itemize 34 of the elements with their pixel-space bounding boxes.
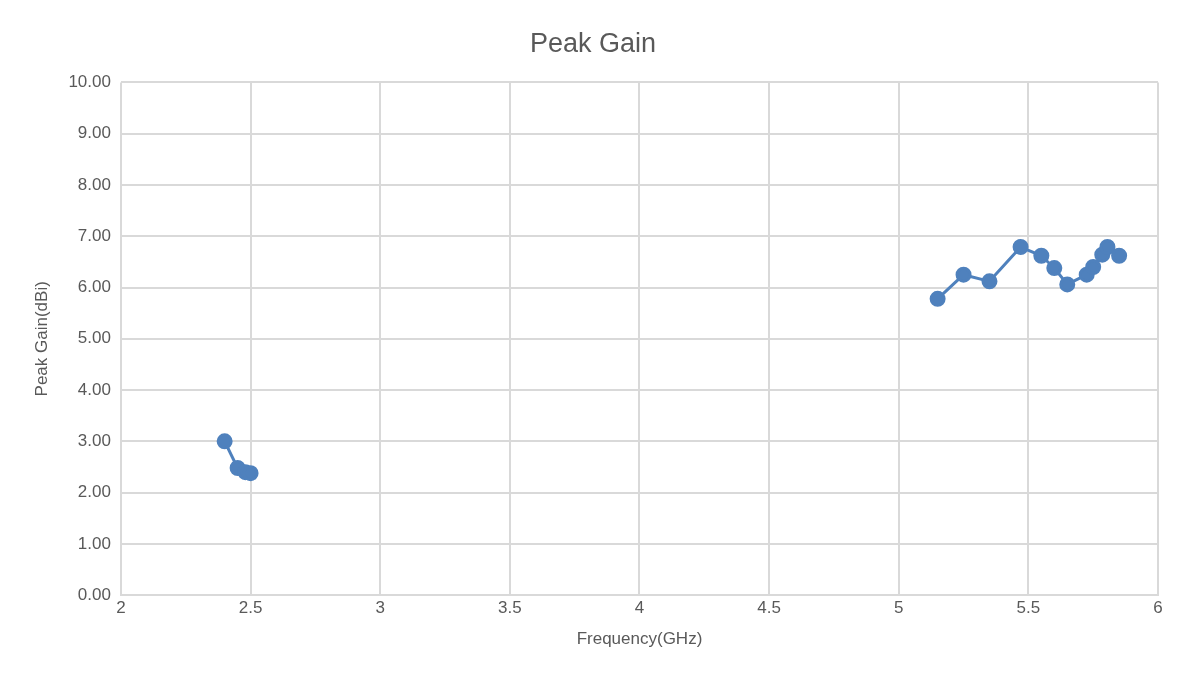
point [1059,276,1076,293]
x-tick-label: 2 [116,598,126,618]
y-tick-label: 10.00 [68,72,111,92]
y-tick-label: 1.00 [77,533,111,553]
y-tick-label: 9.00 [77,123,111,143]
x-tick-label: 3.5 [498,598,522,618]
y-tick-label: 4.00 [77,379,111,399]
x-tick-label: 2.5 [238,598,263,618]
y-tick-label: 7.00 [77,225,111,245]
point [955,266,972,283]
chart-title: Peak Gain [529,27,657,58]
x-tick-label: 3 [375,598,385,618]
x-axis-title: Frequency(GHz) [576,629,703,649]
point [981,273,998,290]
point [1085,259,1102,276]
y-tick-label: 8.00 [77,174,111,194]
y-tick-label: 3.00 [77,431,111,451]
y-axis-title: Peak Gain(dBi) [31,281,51,397]
point [216,433,233,450]
y-tick-label: 0.00 [77,584,111,604]
x-tick-label: 5.5 [1016,598,1041,618]
point [1033,247,1050,264]
y-tick-label: 2.00 [77,482,111,502]
point [929,290,946,307]
x-tick-label: 4.5 [757,598,781,618]
point [1012,239,1029,256]
x-tick-label: 6 [1153,598,1163,618]
x-tick-label: 4 [634,598,645,618]
y-tick-label: 6.00 [77,277,111,297]
point [1099,239,1116,256]
y-tick-label: 5.00 [77,328,111,348]
point [1046,260,1063,277]
point [1111,247,1128,264]
x-tick-label: 5 [894,598,904,618]
